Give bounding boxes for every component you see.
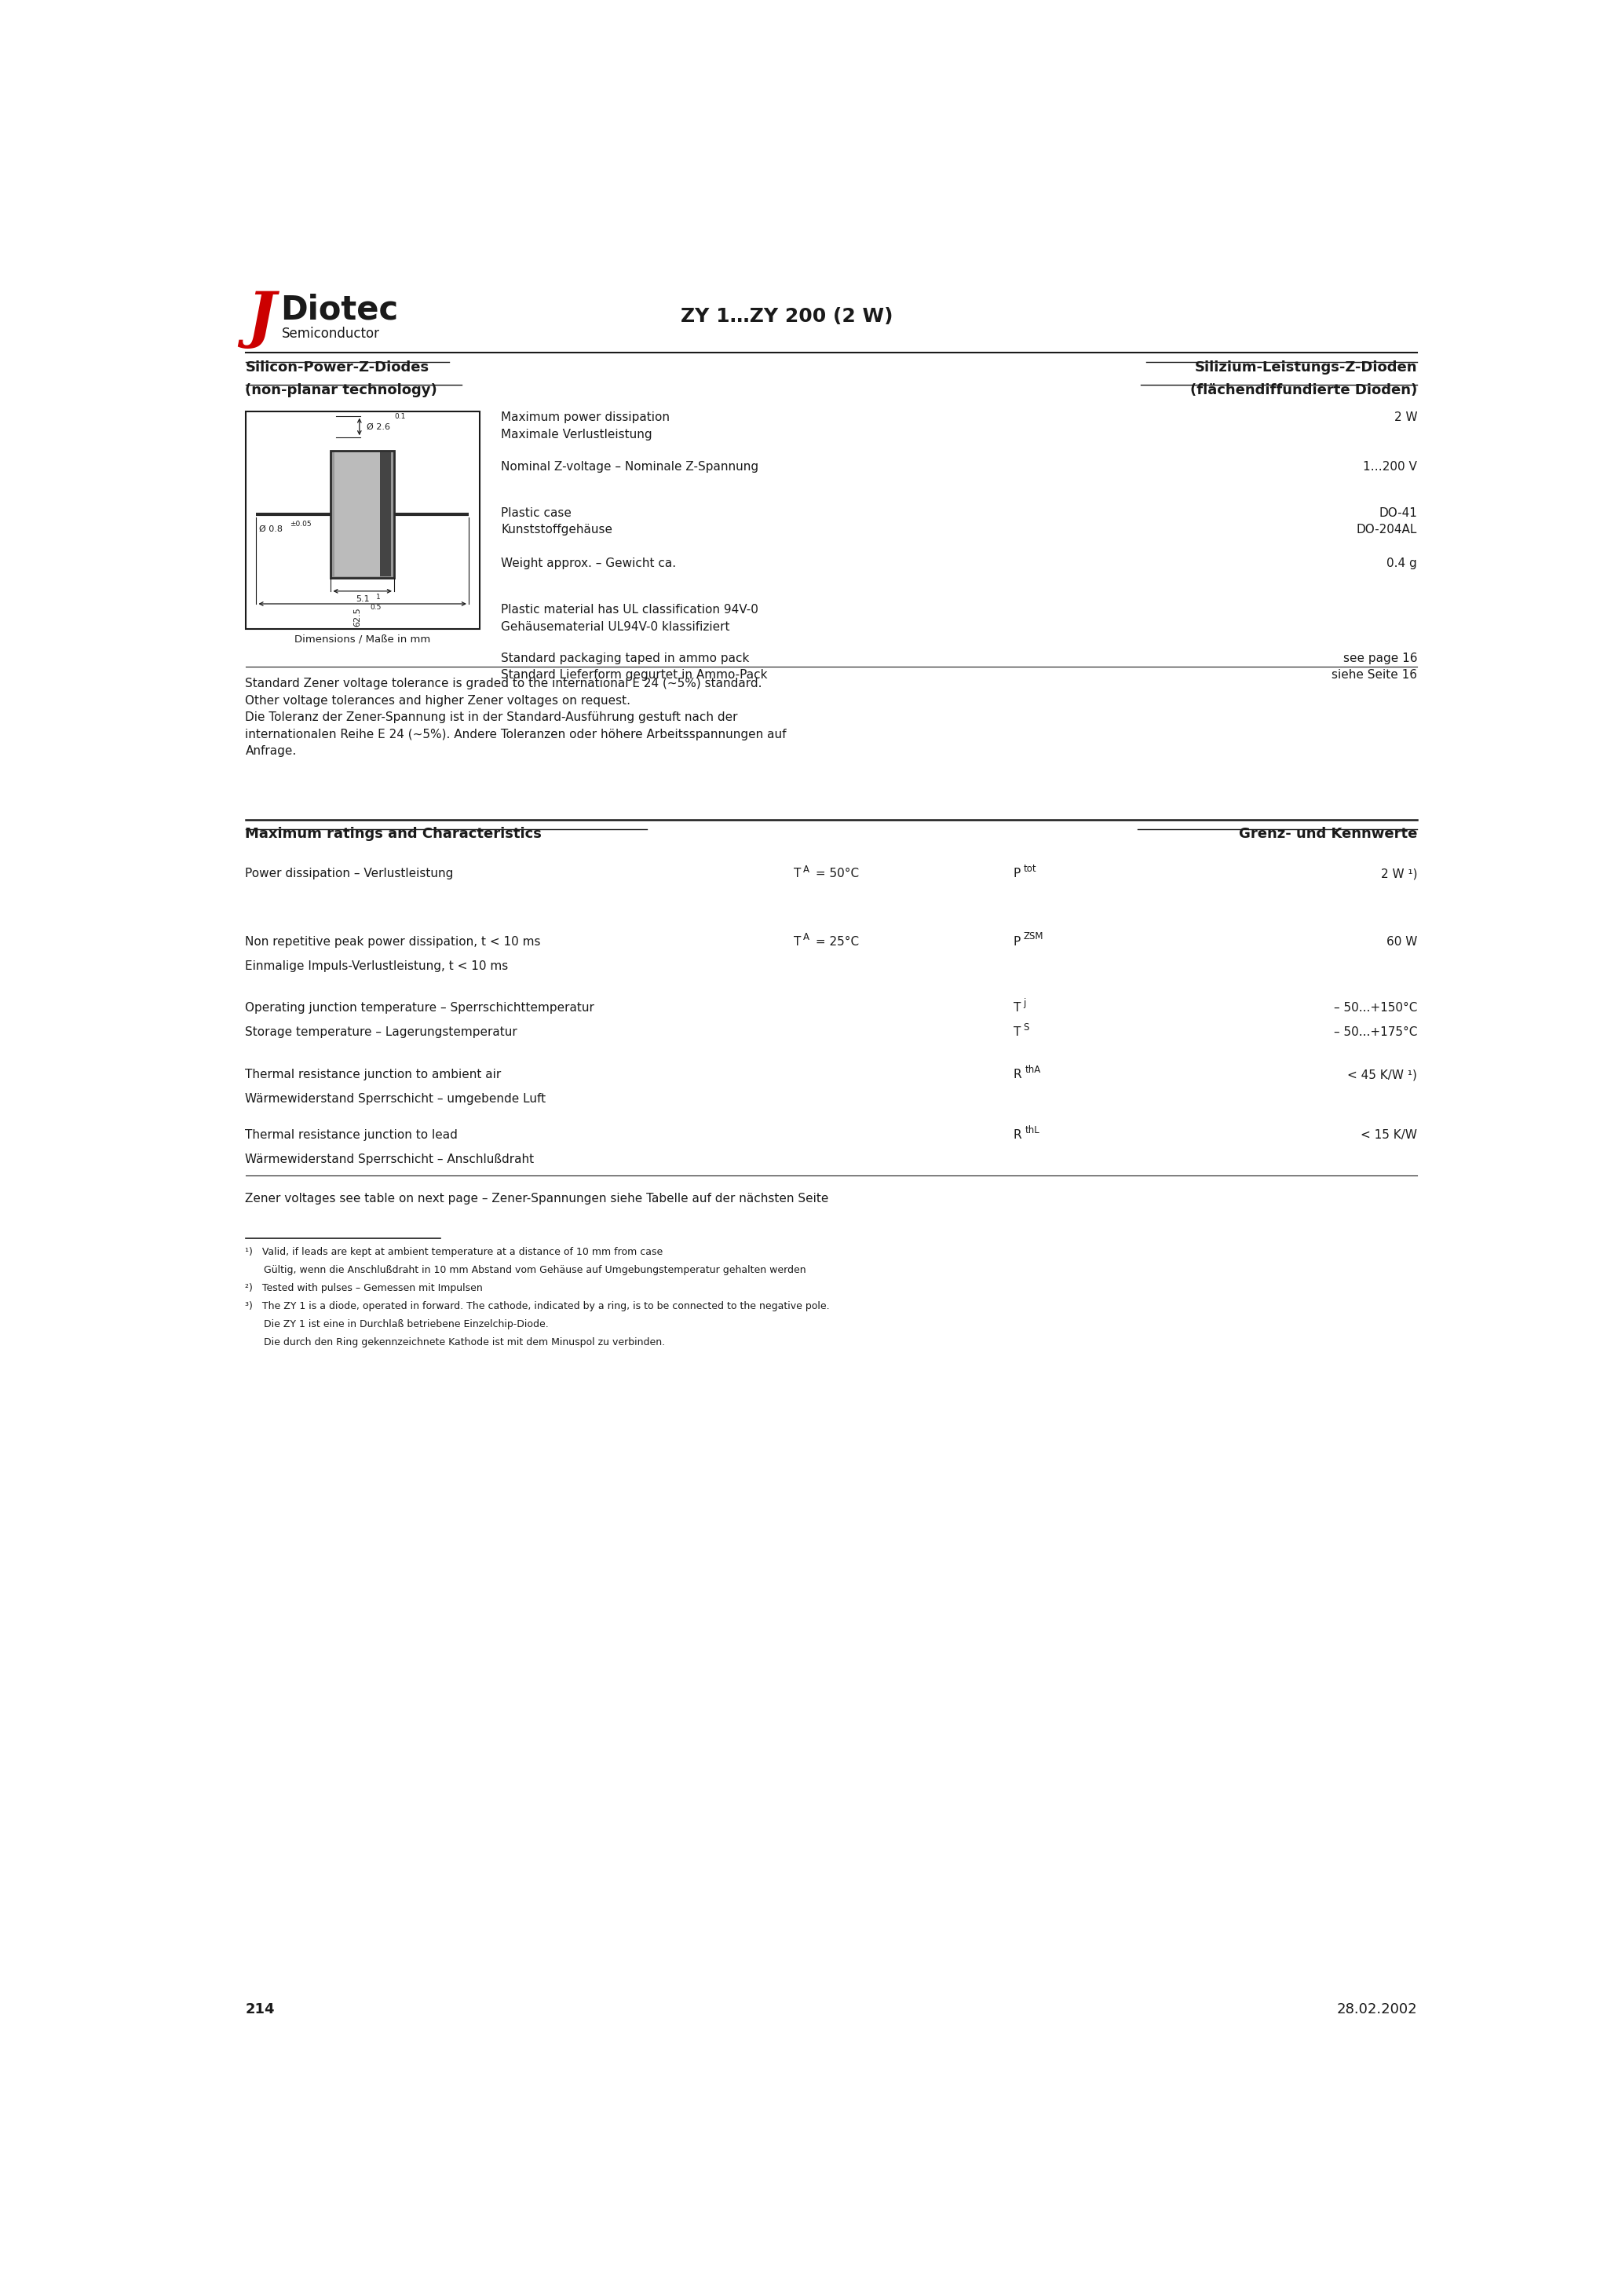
Text: Plastic case
Kunststoffgehäuse: Plastic case Kunststoffgehäuse — [501, 507, 613, 535]
Text: Die durch den Ring gekennzeichnete Kathode ist mit dem Minuspol zu verbinden.: Die durch den Ring gekennzeichnete Katho… — [245, 1336, 665, 1348]
Text: ³)   The ZY 1 is a diode, operated in forward. The cathode, indicated by a ring,: ³) The ZY 1 is a diode, operated in forw… — [245, 1302, 830, 1311]
Text: J: J — [247, 289, 276, 349]
Text: T: T — [1014, 1003, 1020, 1015]
Text: 60 W: 60 W — [1387, 937, 1418, 948]
Text: thL: thL — [1025, 1125, 1040, 1134]
Text: Maximum ratings and Characteristics: Maximum ratings and Characteristics — [245, 827, 542, 840]
Text: Maximum power dissipation
Maximale Verlustleistung: Maximum power dissipation Maximale Verlu… — [501, 411, 670, 441]
Text: < 45 K/W ¹): < 45 K/W ¹) — [1348, 1068, 1418, 1081]
Text: 0.5: 0.5 — [370, 604, 381, 611]
Text: 62.5: 62.5 — [354, 608, 362, 627]
Text: j: j — [1023, 999, 1025, 1008]
Text: Grenz- und Kennwerte: Grenz- und Kennwerte — [1239, 827, 1418, 840]
Text: – 50...+175°C: – 50...+175°C — [1333, 1026, 1418, 1038]
Text: Ø 2.6: Ø 2.6 — [367, 422, 391, 432]
Text: ±0.05: ±0.05 — [290, 521, 311, 528]
Text: ZSM: ZSM — [1023, 932, 1043, 941]
Text: thA: thA — [1025, 1065, 1041, 1075]
Text: Storage temperature – Lagerungstemperatur: Storage temperature – Lagerungstemperatu… — [245, 1026, 517, 1038]
Text: Silizium-Leistungs-Z-Dioden: Silizium-Leistungs-Z-Dioden — [1195, 360, 1418, 374]
Text: Standard Zener voltage tolerance is graded to the international E 24 (~5%) stand: Standard Zener voltage tolerance is grad… — [245, 677, 787, 758]
Text: Thermal resistance junction to lead: Thermal resistance junction to lead — [245, 1130, 457, 1141]
Text: Gültig, wenn die Anschlußdraht in 10 mm Abstand vom Gehäuse auf Umgebungstempera: Gültig, wenn die Anschlußdraht in 10 mm … — [245, 1265, 806, 1274]
Bar — [245, 411, 480, 629]
Bar — [334, 452, 381, 576]
Text: Ø 0.8: Ø 0.8 — [260, 526, 282, 533]
Text: P: P — [1014, 868, 1020, 879]
Text: 0.4 g: 0.4 g — [1387, 558, 1418, 569]
Text: = 25°C: = 25°C — [813, 937, 860, 948]
Text: DO-41
DO-204AL: DO-41 DO-204AL — [1356, 507, 1418, 535]
Text: Diotec: Diotec — [281, 294, 399, 326]
Bar — [331, 450, 394, 579]
Text: Wärmewiderstand Sperrschicht – Anschlußdraht: Wärmewiderstand Sperrschicht – Anschlußd… — [245, 1153, 534, 1164]
Text: Silicon-Power-Z-Diodes: Silicon-Power-Z-Diodes — [245, 360, 430, 374]
Text: T: T — [793, 937, 801, 948]
Text: 5.1: 5.1 — [355, 595, 370, 604]
Text: Plastic material has UL classification 94V-0
Gehäusematerial UL94V-0 klassifizie: Plastic material has UL classification 9… — [501, 604, 759, 634]
Text: – 50...+150°C: – 50...+150°C — [1333, 1003, 1418, 1015]
Text: ²)   Tested with pulses – Gemessen mit Impulsen: ²) Tested with pulses – Gemessen mit Imp… — [245, 1283, 483, 1293]
Text: see page 16
siehe Seite 16: see page 16 siehe Seite 16 — [1332, 652, 1418, 682]
Text: (flächendiffundierte Dioden): (flächendiffundierte Dioden) — [1191, 383, 1418, 397]
Text: 2 W: 2 W — [1393, 411, 1418, 422]
Text: R: R — [1014, 1068, 1022, 1081]
Text: tot: tot — [1023, 863, 1036, 875]
Text: 0.1: 0.1 — [394, 413, 406, 420]
Text: 2 W ¹): 2 W ¹) — [1380, 868, 1418, 879]
Text: < 15 K/W: < 15 K/W — [1361, 1130, 1418, 1141]
Text: (non-planar technology): (non-planar technology) — [245, 383, 438, 397]
Text: Thermal resistance junction to ambient air: Thermal resistance junction to ambient a… — [245, 1068, 501, 1081]
Text: 28.02.2002: 28.02.2002 — [1337, 2002, 1418, 2016]
Text: Operating junction temperature – Sperrschichttemperatur: Operating junction temperature – Sperrsc… — [245, 1003, 595, 1015]
Text: Einmalige Impuls-Verlustleistung, t < 10 ms: Einmalige Impuls-Verlustleistung, t < 10… — [245, 960, 509, 971]
Text: Nominal Z-voltage – Nominale Z-Spannung: Nominal Z-voltage – Nominale Z-Spannung — [501, 461, 759, 473]
Text: Die ZY 1 ist eine in Durchlaß betriebene Einzelchip-Diode.: Die ZY 1 ist eine in Durchlaß betriebene… — [245, 1320, 548, 1329]
Text: ¹)   Valid, if leads are kept at ambient temperature at a distance of 10 mm from: ¹) Valid, if leads are kept at ambient t… — [245, 1247, 663, 1256]
Text: Dimensions / Maße in mm: Dimensions / Maße in mm — [295, 634, 430, 645]
Text: A: A — [803, 932, 809, 941]
Text: T: T — [1014, 1026, 1020, 1038]
Text: 214: 214 — [245, 2002, 274, 2016]
Text: Non repetitive peak power dissipation, t < 10 ms: Non repetitive peak power dissipation, t… — [245, 937, 540, 948]
Text: A: A — [803, 863, 809, 875]
Text: Zener voltages see table on next page – Zener-Spannungen siehe Tabelle auf der n: Zener voltages see table on next page – … — [245, 1192, 829, 1205]
Text: = 50°C: = 50°C — [813, 868, 860, 879]
Text: Semiconductor: Semiconductor — [282, 326, 380, 342]
Text: P: P — [1014, 937, 1020, 948]
Text: T: T — [793, 868, 801, 879]
Text: Weight approx. – Gewicht ca.: Weight approx. – Gewicht ca. — [501, 558, 676, 569]
Text: Standard packaging taped in ammo pack
Standard Lieferform gegurtet in Ammo-Pack: Standard packaging taped in ammo pack St… — [501, 652, 767, 682]
Text: Wärmewiderstand Sperrschicht – umgebende Luft: Wärmewiderstand Sperrschicht – umgebende… — [245, 1093, 547, 1104]
Bar — [380, 452, 391, 576]
Text: Power dissipation – Verlustleistung: Power dissipation – Verlustleistung — [245, 868, 454, 879]
Text: ZY 1…ZY 200 (2 W): ZY 1…ZY 200 (2 W) — [681, 308, 892, 326]
Text: R: R — [1014, 1130, 1022, 1141]
Text: S: S — [1023, 1022, 1028, 1033]
Text: 1…200 V: 1…200 V — [1362, 461, 1418, 473]
Text: 1: 1 — [376, 595, 381, 602]
